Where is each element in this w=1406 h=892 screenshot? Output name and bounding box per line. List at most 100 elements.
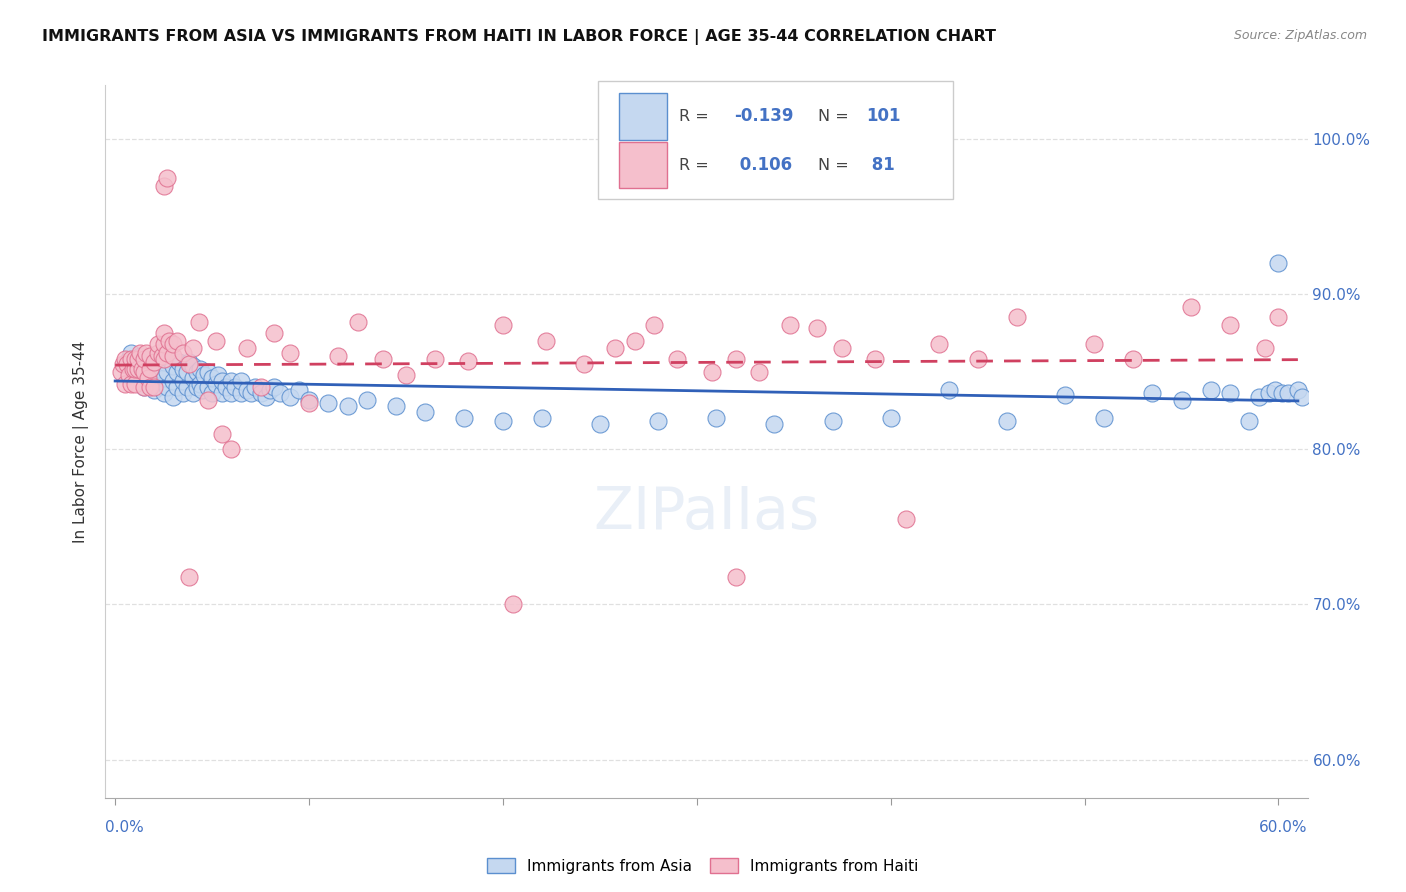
Point — [779, 318, 801, 333]
Point — [221, 442, 243, 457]
Point — [995, 414, 1018, 428]
Point — [124, 377, 146, 392]
Point — [318, 396, 340, 410]
Point — [162, 336, 184, 351]
Point — [880, 411, 903, 425]
Point — [156, 380, 179, 394]
Point — [162, 374, 184, 388]
Point — [197, 365, 219, 379]
Text: 0.106: 0.106 — [734, 156, 793, 174]
Point — [172, 361, 194, 376]
Point — [1271, 386, 1294, 401]
Point — [172, 374, 194, 388]
Point — [177, 357, 200, 371]
Point — [139, 374, 162, 388]
Point — [134, 380, 156, 394]
Point — [1254, 342, 1277, 356]
Point — [152, 326, 174, 340]
Point — [423, 352, 446, 367]
Point — [187, 315, 209, 329]
Point — [172, 346, 194, 360]
Point — [193, 368, 215, 382]
Point — [1092, 411, 1115, 425]
FancyBboxPatch shape — [619, 142, 666, 188]
Point — [139, 349, 162, 363]
Point — [243, 380, 266, 394]
Point — [385, 399, 408, 413]
Point — [114, 377, 136, 392]
Point — [221, 386, 243, 401]
Point — [146, 380, 169, 394]
Point — [129, 346, 152, 360]
Point — [111, 357, 134, 371]
Point — [121, 361, 143, 376]
Point — [172, 386, 194, 401]
Point — [1083, 336, 1105, 351]
Point — [236, 384, 259, 398]
Text: N =: N = — [818, 158, 855, 173]
Point — [177, 355, 200, 369]
Point — [150, 349, 173, 363]
Point — [967, 352, 990, 367]
Point — [152, 336, 174, 351]
Point — [1170, 392, 1192, 407]
Text: 101: 101 — [866, 107, 901, 125]
Point — [159, 352, 181, 367]
Point — [142, 352, 165, 367]
Point — [1277, 386, 1299, 401]
Point — [236, 342, 259, 356]
Text: 60.0%: 60.0% — [1260, 821, 1308, 835]
Point — [724, 569, 747, 583]
Point — [748, 365, 770, 379]
Point — [806, 321, 828, 335]
Point — [1005, 310, 1028, 325]
Point — [574, 357, 596, 371]
Point — [278, 390, 301, 404]
Text: 81: 81 — [866, 156, 896, 174]
Point — [120, 352, 142, 367]
Point — [201, 371, 224, 385]
Point — [142, 384, 165, 398]
Point — [120, 346, 142, 360]
Point — [1249, 390, 1271, 404]
Point — [224, 380, 246, 394]
Point — [1264, 384, 1286, 398]
Point — [181, 359, 204, 373]
Point — [702, 365, 724, 379]
Point — [415, 405, 437, 419]
Text: R =: R = — [679, 109, 714, 124]
FancyBboxPatch shape — [619, 94, 666, 140]
Point — [120, 377, 142, 392]
Point — [724, 352, 747, 367]
Point — [134, 352, 156, 367]
Point — [278, 346, 301, 360]
Point — [1239, 414, 1261, 428]
Point — [146, 346, 169, 360]
Point — [211, 426, 233, 441]
Point — [623, 334, 645, 348]
Point — [127, 352, 149, 367]
Point — [492, 318, 515, 333]
Point — [131, 361, 153, 376]
Point — [1219, 318, 1241, 333]
Point — [298, 396, 321, 410]
Point — [205, 377, 228, 392]
Point — [139, 355, 162, 369]
Point — [136, 371, 159, 385]
Point — [142, 380, 165, 394]
Point — [118, 368, 141, 382]
Point — [177, 569, 200, 583]
Point — [346, 315, 368, 329]
Point — [605, 342, 627, 356]
Point — [156, 346, 179, 360]
Point — [643, 318, 665, 333]
Point — [239, 386, 262, 401]
Point — [181, 342, 204, 356]
Point — [371, 352, 394, 367]
Point — [288, 384, 311, 398]
Point — [134, 365, 156, 379]
Text: R =: R = — [679, 158, 714, 173]
Point — [938, 384, 960, 398]
Point — [336, 399, 359, 413]
Point — [114, 357, 136, 371]
